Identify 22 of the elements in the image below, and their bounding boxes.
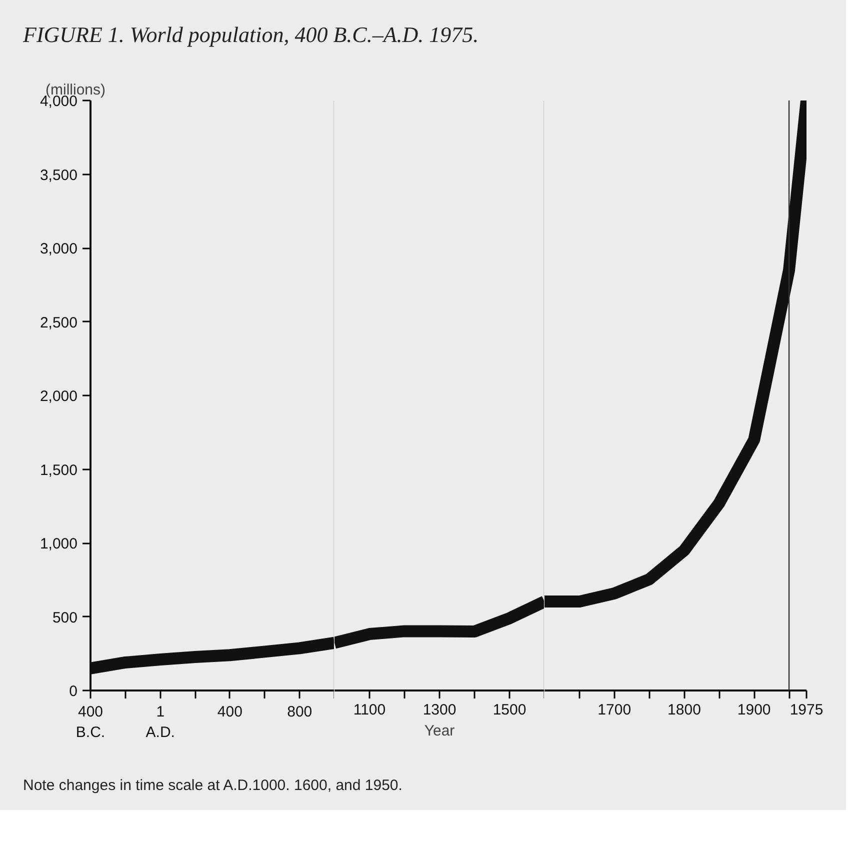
- y-tick-label: 3,000: [40, 240, 78, 258]
- x-axis-title: Year: [424, 722, 455, 740]
- x-tick-label: 1300: [422, 702, 456, 718]
- x-tick-label: 1100: [353, 702, 386, 718]
- y-tick-label: 1,500: [40, 462, 78, 479]
- x-tick-label: 1900: [737, 702, 771, 718]
- x-tick-label: 400 B.C.: [76, 704, 106, 741]
- y-tick-label: 2,000: [40, 388, 78, 405]
- y-tick-label: 1,000: [40, 536, 78, 552]
- chart-title: FIGURE 1. World population, 400 B.C.–A.D. 1975.: [23, 21, 479, 49]
- x-tick-label: 1 A.D.: [146, 704, 175, 741]
- y-tick-label: 0: [69, 683, 78, 700]
- x-tick-label: 1800: [668, 702, 701, 718]
- x-tick-label: 800: [287, 704, 312, 720]
- y-tick-label: 2,500: [40, 314, 78, 332]
- y-tick-label: 3,500: [40, 166, 78, 184]
- x-tick-label: 1500: [492, 702, 526, 718]
- y-tick-label: 500: [52, 609, 78, 626]
- x-tick-label: 1975: [790, 702, 824, 718]
- text: Note changes in time scale at A.D.1000. 1600, and 1950.: [23, 776, 402, 796]
- x-tick-label: 400: [217, 704, 242, 720]
- x-tick-label: 1700: [598, 702, 632, 718]
